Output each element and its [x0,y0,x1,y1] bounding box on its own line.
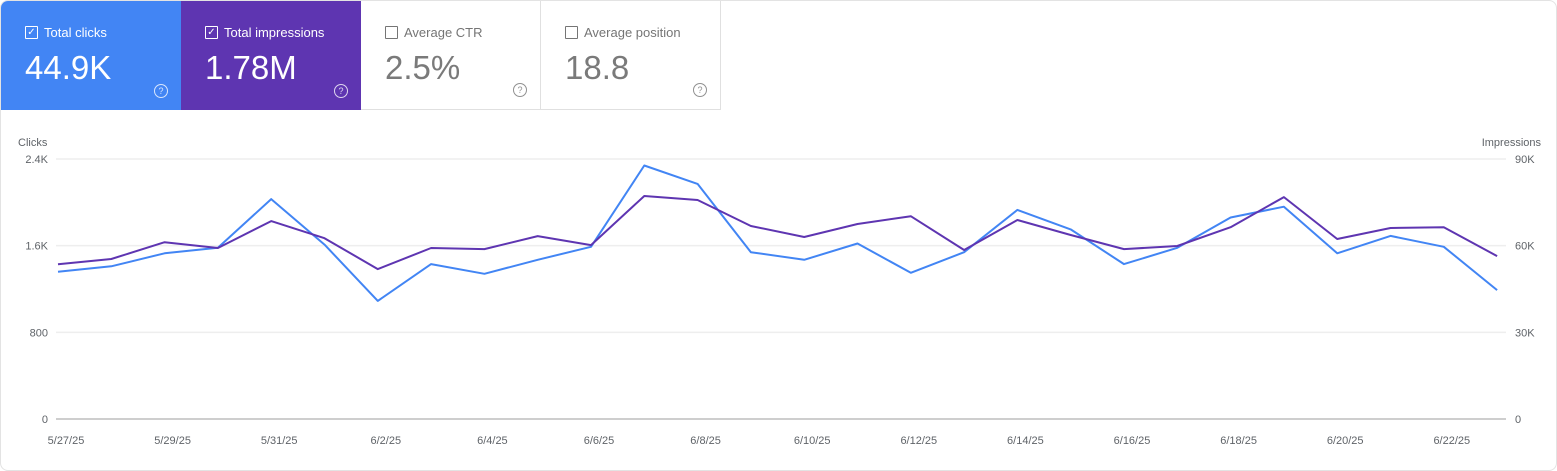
x-tick-label: 6/18/25 [1220,435,1257,447]
x-tick-label: 6/6/25 [584,435,615,447]
x-tick-label: 6/20/25 [1327,435,1364,447]
x-tick-label: 6/14/25 [1007,435,1044,447]
metric-tile-average-ctr[interactable]: Average CTR 2.5% ? [361,1,541,110]
y-right-tick-label: 60K [1515,241,1535,253]
x-tick-label: 6/12/25 [900,435,937,447]
metric-value: 18.8 [565,49,630,86]
y-left-tick-label: 800 [30,327,48,339]
y-left-axis-label: Clicks [18,137,48,149]
metric-tile-total-impressions[interactable]: ✓ Total impressions 1.78M ? [181,1,361,110]
impressions-series-line [57,195,1498,271]
x-tick-label: 5/27/25 [48,435,85,447]
metric-value: 44.9K [25,49,112,86]
metric-tile-average-position[interactable]: Average position 18.8 ? [541,1,721,110]
checkbox-checked-icon[interactable]: ✓ [205,26,218,39]
y-right-tick-label: 30K [1515,327,1535,339]
x-tick-label: 5/31/25 [261,435,298,447]
y-left-tick-label: 1.6K [25,241,48,253]
checkbox-unchecked-icon[interactable] [565,26,578,39]
metric-label: Average position [584,25,681,40]
y-right-tick-label: 0 [1515,414,1521,426]
metric-label: Average CTR [404,25,483,40]
y-right-tick-label: 90K [1515,154,1535,166]
metric-value: 1.78M [205,49,297,86]
x-tick-label: 6/8/25 [690,435,721,447]
help-icon[interactable]: ? [334,84,348,98]
y-left-tick-label: 0 [42,414,48,426]
y-right-axis-label: Impressions [1482,137,1542,149]
x-tick-label: 6/2/25 [371,435,402,447]
x-tick-label: 6/16/25 [1114,435,1151,447]
metric-label: Total clicks [44,25,107,40]
checkbox-unchecked-icon[interactable] [385,26,398,39]
clicks-series-line [57,164,1498,302]
x-tick-label: 5/29/25 [154,435,191,447]
help-icon[interactable]: ? [154,84,168,98]
metric-label: Total impressions [224,25,325,40]
metric-value: 2.5% [385,49,461,86]
checkbox-checked-icon[interactable]: ✓ [25,26,38,39]
help-icon[interactable]: ? [513,83,527,97]
x-tick-label: 6/4/25 [477,435,508,447]
x-tick-label: 6/22/25 [1433,435,1470,447]
help-icon[interactable]: ? [693,83,707,97]
y-left-tick-label: 2.4K [25,154,48,166]
metric-tile-total-clicks[interactable]: ✓ Total clicks 44.9K ? [1,1,181,110]
x-tick-label: 6/10/25 [794,435,831,447]
